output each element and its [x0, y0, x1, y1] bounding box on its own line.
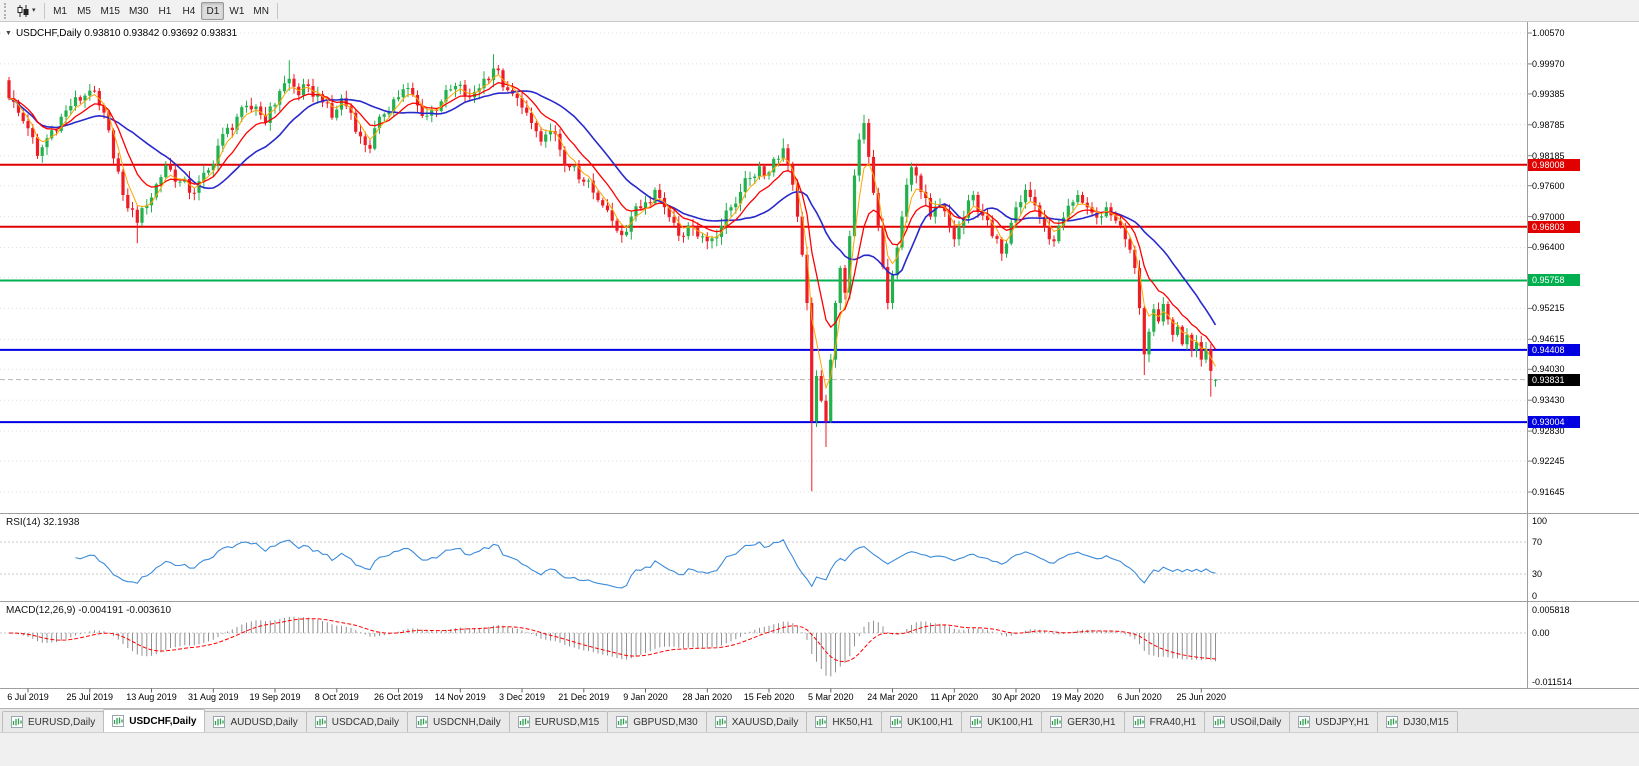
tab-eurusd-daily[interactable]: EURUSD,Daily [2, 711, 105, 732]
chart-canvas [0, 22, 1639, 693]
tab-label: USDCHF,Daily [129, 715, 197, 727]
chart-icon [616, 716, 629, 728]
tab-label: GER30,H1 [1067, 716, 1116, 728]
chart-icon [1050, 716, 1063, 728]
chart-icon [517, 716, 530, 728]
timeframe-m1-button[interactable]: M1 [53, 5, 67, 17]
chart-title: ▼ USDCHF,Daily 0.93810 0.93842 0.93692 0… [5, 28, 237, 39]
tab-label: FRA40,H1 [1149, 716, 1197, 728]
tab-label: USDJPY,H1 [1315, 716, 1370, 728]
timeframe-m30-button[interactable]: M30 [128, 5, 149, 17]
chart-icon [11, 716, 23, 728]
chart-tab-bar: EURUSD,Daily USDCHF,Daily AUDUSD,Daily USDC… [0, 708, 1639, 732]
tab-label: AUDUSD,Daily [230, 716, 298, 728]
chart-icon [970, 716, 983, 728]
chart-icon [213, 716, 226, 728]
toolbar-grip[interactable] [4, 2, 8, 19]
chart-icon [889, 716, 902, 728]
chart-icon [415, 716, 428, 728]
timeframe-h4-button[interactable]: H4 [182, 5, 196, 17]
tab-label: EURUSD,Daily [28, 716, 96, 728]
tab-fra40-h1[interactable]: FRA40,H1 [1123, 711, 1206, 732]
chart-type-button[interactable]: ▾ [12, 2, 40, 20]
timeframe-h1-button[interactable]: H1 [158, 5, 172, 17]
symbol-expand-icon: ▼ [5, 30, 12, 37]
tab-usdcad-daily[interactable]: USDCAD,Daily [305, 711, 408, 732]
tab-label: HK50,H1 [832, 716, 873, 728]
toolbar-separator [43, 2, 45, 19]
tab-audusd-daily[interactable]: AUDUSD,Daily [204, 711, 307, 732]
macd-indicator-label: MACD(12,26,9) -0.004191 -0.003610 [6, 605, 172, 616]
tab-usdjpy-h1[interactable]: USDJPY,H1 [1289, 711, 1379, 732]
tab-usoil-daily[interactable]: USOil,Daily [1204, 711, 1291, 732]
timeframe-d1-button[interactable]: D1 [201, 1, 225, 20]
tab-uk100-h1[interactable]: UK100,H1 [961, 711, 1043, 732]
chart-stage[interactable]: ▼ USDCHF,Daily 0.93810 0.93842 0.93692 0… [0, 22, 1639, 708]
timeframe-toolbar: ▾ M1 M5 M15 M30 H1 H4 D1 W1 MN [0, 0, 1639, 22]
tab-label: USOil,Daily [1230, 716, 1282, 728]
chart-icon [815, 716, 828, 728]
chart-icon [112, 715, 125, 727]
timeframe-w1-button[interactable]: W1 [229, 5, 245, 17]
tab-xauusd-daily[interactable]: XAUUSD,Daily [705, 711, 808, 732]
dropdown-caret-icon: ▾ [32, 6, 36, 14]
tab-label: XAUUSD,Daily [731, 716, 799, 728]
tab-usdcnh-daily[interactable]: USDCNH,Daily [406, 711, 510, 732]
chart-icon [314, 716, 327, 728]
chart-icon [1132, 716, 1145, 728]
tab-label: USDCNH,Daily [432, 716, 501, 728]
tab-label: EURUSD,M15 [534, 716, 600, 728]
tab-gbpusd-m30[interactable]: GBPUSD,M30 [607, 711, 707, 732]
timeframe-m5-button[interactable]: M5 [77, 5, 91, 17]
rsi-indicator-label: RSI(14) 32.1938 [6, 517, 80, 528]
tab-uk100-h1[interactable]: UK100,H1 [880, 711, 963, 732]
toolbar-separator [276, 2, 278, 19]
tab-ger30-h1[interactable]: GER30,H1 [1041, 711, 1125, 732]
tab-usdchf-daily[interactable]: USDCHF,Daily [103, 709, 206, 732]
tab-label: UK100,H1 [987, 716, 1034, 728]
timeframe-mn-button[interactable]: MN [253, 5, 269, 17]
tab-dj30-m15[interactable]: DJ30,M15 [1377, 711, 1458, 732]
tab-label: UK100,H1 [906, 716, 954, 728]
tab-label: USDCAD,Daily [331, 716, 399, 728]
tab-eurusd-m15[interactable]: EURUSD,M15 [508, 711, 609, 732]
window-filler [0, 732, 1639, 766]
chart-icon [714, 716, 727, 728]
chart-icon [1213, 716, 1226, 728]
candlestick-chart-icon [17, 4, 29, 17]
timeframe-buttons-group: M1 M5 M15 M30 H1 H4 D1 W1 MN [49, 1, 273, 20]
timeframe-m15-button[interactable]: M15 [100, 5, 120, 17]
chart-icon [1298, 716, 1311, 728]
tab-label: DJ30,M15 [1403, 716, 1449, 728]
chart-icon [1386, 716, 1399, 728]
tab-hk50-h1[interactable]: HK50,H1 [806, 711, 882, 732]
chart-title-text: USDCHF,Daily 0.93810 0.93842 0.93692 0.9… [15, 28, 238, 39]
tab-label: GBPUSD,M30 [633, 716, 698, 728]
